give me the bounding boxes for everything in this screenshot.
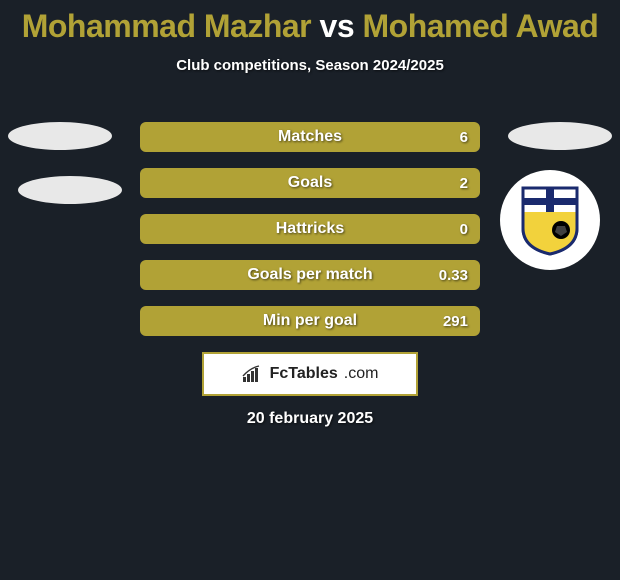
bar-chart-icon <box>242 365 264 383</box>
player2-name: Mohamed Awad <box>363 8 599 44</box>
stat-value: 0 <box>460 221 468 238</box>
right-club-badge-1 <box>508 122 612 150</box>
stat-row-goals: Goals 2 <box>140 168 480 198</box>
left-club-badge-2 <box>18 176 122 204</box>
stats-bars: Matches 6 Goals 2 Hattricks 0 Goals per … <box>140 122 480 352</box>
left-club-badge-1 <box>8 122 112 150</box>
club-shield-icon <box>521 184 579 256</box>
stat-label: Goals per match <box>247 266 372 284</box>
stat-label: Hattricks <box>276 220 344 238</box>
fctables-logo: FcTables .com <box>202 352 418 396</box>
date-text: 20 february 2025 <box>0 410 620 428</box>
stat-row-min-per-goal: Min per goal 291 <box>140 306 480 336</box>
stat-value: 6 <box>460 129 468 146</box>
right-club-avatar <box>500 170 600 270</box>
stat-row-hattricks: Hattricks 0 <box>140 214 480 244</box>
logo-brand-text: FcTables <box>270 365 338 383</box>
stat-value: 291 <box>443 313 468 330</box>
vs-text: vs <box>320 8 355 44</box>
stat-row-goals-per-match: Goals per match 0.33 <box>140 260 480 290</box>
stat-label: Matches <box>278 128 342 146</box>
comparison-title: Mohammad Mazhar vs Mohamed Awad <box>0 0 620 45</box>
player1-name: Mohammad Mazhar <box>22 8 311 44</box>
stat-value: 2 <box>460 175 468 192</box>
stat-row-matches: Matches 6 <box>140 122 480 152</box>
logo-suffix-text: .com <box>344 365 379 383</box>
stat-value: 0.33 <box>439 267 468 284</box>
subtitle: Club competitions, Season 2024/2025 <box>0 57 620 74</box>
stat-label: Goals <box>288 174 332 192</box>
stat-label: Min per goal <box>263 312 357 330</box>
